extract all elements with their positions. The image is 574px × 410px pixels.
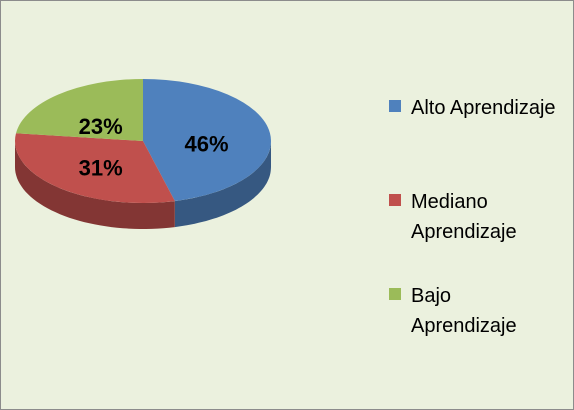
pie-slice [14,133,175,203]
legend-label: Bajo Aprendizaje [411,285,517,337]
legend-entry: Bajo Aprendizaje [389,281,559,341]
legend-label: Alto Aprendizaje [411,97,556,119]
legend-swatch [389,194,401,206]
legend-swatch [389,288,401,300]
pie-side [15,141,175,229]
data-label: 46% [184,131,228,156]
legend-entry: Mediano Aprendizaje [389,187,559,247]
pie-side [174,141,271,228]
legend-entry: Alto Aprendizaje [389,93,559,123]
data-label: 23% [79,114,123,139]
pie-slice [16,79,143,141]
pie-slice [143,79,271,202]
legend-swatch [389,100,401,112]
legend-label: Mediano Aprendizaje [411,191,517,243]
data-label: 31% [79,156,123,181]
